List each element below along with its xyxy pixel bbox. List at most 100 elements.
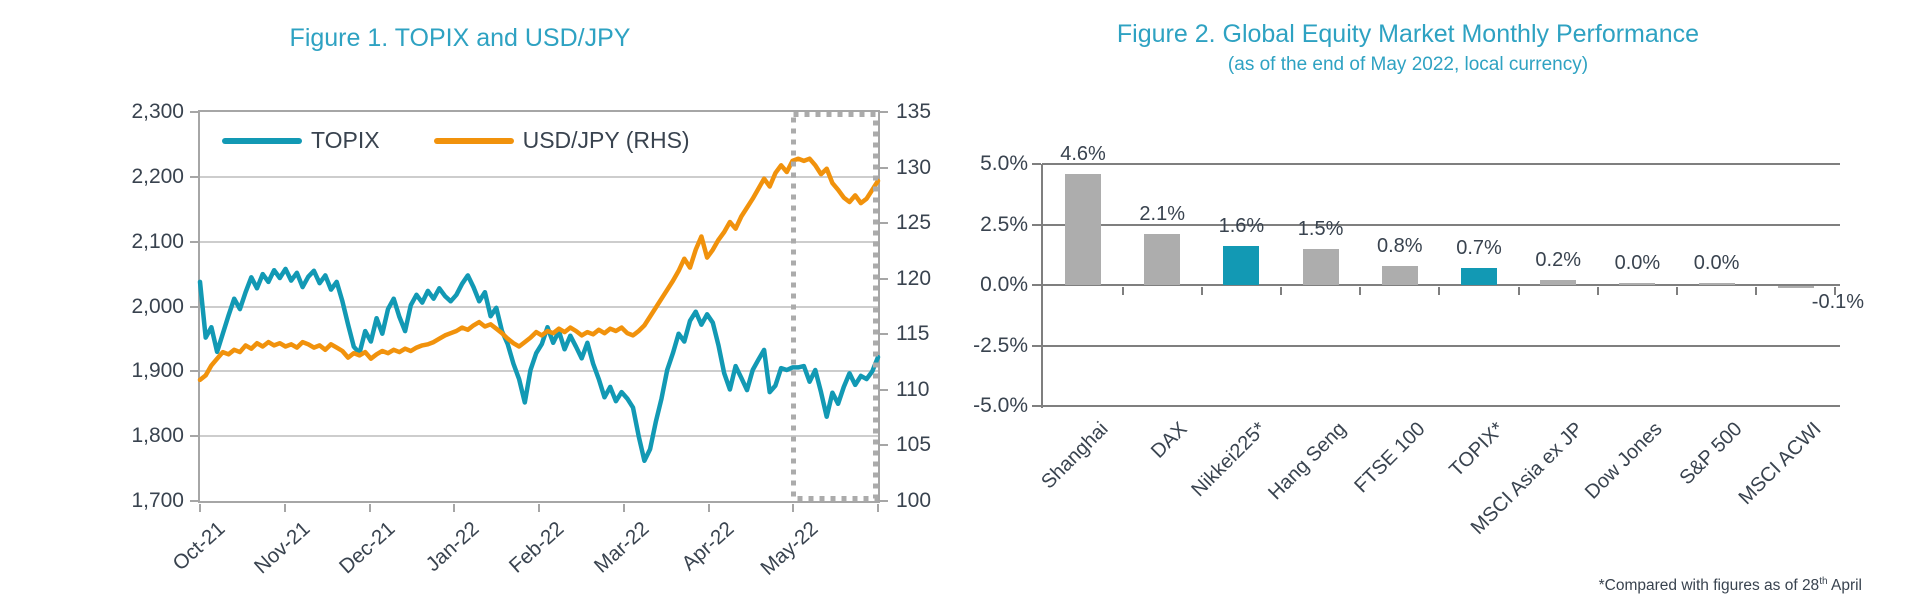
fig1-plot-area — [197, 112, 881, 501]
fig2-x-tick — [1676, 287, 1678, 295]
category-label-s-p-500: S&P 500 — [1675, 418, 1747, 490]
fig1-bottom-tick — [283, 504, 286, 512]
fig1-left-tick — [190, 111, 198, 113]
fig2-y-tick — [1032, 284, 1041, 286]
fig1-bottom-tick — [538, 504, 540, 512]
fig1-bottom-tick — [368, 504, 371, 512]
fig2-y-axis-label: -5.0% — [973, 394, 1028, 417]
legend-item-usdjpy: USD/JPY (RHS) — [433, 127, 690, 154]
category-label-msci-acwi: MSCI ACWI — [1734, 418, 1826, 509]
fig1-gridline — [200, 435, 878, 438]
fig1-gridline — [200, 175, 878, 178]
legend-item-topix: TOPIX — [222, 127, 380, 154]
fig1-right-tick — [880, 222, 888, 225]
bar-value-label: 4.6% — [1060, 142, 1106, 165]
fig1-bottom-tick — [792, 504, 795, 512]
bar-ftse-100 — [1381, 265, 1418, 285]
category-label-msci-asia-ex-jp: MSCI Asia ex JP — [1466, 418, 1588, 539]
fig1-plot-border — [198, 110, 880, 503]
bar-nikkei225 — [1223, 246, 1260, 285]
fig1-right-axis-label: 135 — [896, 100, 932, 123]
figure2-subtitle: (as of the end of May 2022, local curren… — [1227, 54, 1589, 75]
fig2-y-tick — [1032, 405, 1041, 407]
fig1-left-tick — [190, 435, 198, 438]
fig1-gridline — [200, 240, 878, 243]
fig1-left-tick — [190, 500, 198, 502]
fig1-right-axis-label: 125 — [896, 211, 932, 235]
fig1-right-tick — [880, 166, 888, 169]
bar-value-label: 1.6% — [1218, 215, 1265, 238]
topix-legend-label: TOPIX — [311, 127, 380, 153]
topix-line-swatch — [222, 137, 302, 144]
category-label-dax: DAX — [1147, 418, 1192, 463]
bar-value-label: 0.0% — [1693, 252, 1740, 274]
fig1-gridline — [200, 370, 878, 373]
figure2-title: Figure 2. Global Equity Market Monthly P… — [1116, 20, 1700, 48]
may-highlight-box — [791, 112, 878, 501]
footnote-suffix: April — [1827, 577, 1862, 595]
fig1-bottom-tick — [707, 504, 710, 512]
bar-value-label: 0.7% — [1456, 237, 1502, 260]
fig2-x-tick — [1121, 287, 1124, 295]
fig1-left-axis-label: 1,800 — [131, 424, 184, 448]
figure1-legend: TOPIX USD/JPY (RHS) — [222, 127, 690, 154]
category-label-ftse-100: FTSE 100 — [1350, 418, 1430, 498]
category-label-hang-seng: Hang Seng — [1263, 418, 1351, 505]
bar-value-label: 0.0% — [1614, 252, 1661, 274]
footnote-prefix: *Compared with figures as of 28 — [1598, 577, 1820, 595]
fig2-x-tick — [1596, 287, 1599, 295]
fig1-right-axis-label: 115 — [896, 322, 930, 346]
fig2-gridline — [1042, 163, 1840, 165]
bar-msci-asia-ex-jp — [1540, 280, 1577, 285]
category-label-dow-jones: Dow Jones — [1581, 418, 1667, 504]
fig1-left-tick — [190, 370, 198, 373]
bar-msci-acwi — [1777, 286, 1814, 289]
fig1-left-axis-label: 1,900 — [131, 359, 184, 383]
bar-value-label: -0.1% — [1811, 291, 1865, 313]
fig1-right-tick — [880, 388, 888, 391]
fig1-bottom-tick — [199, 504, 201, 512]
bar-value-label: 1.5% — [1297, 217, 1344, 240]
figure2-footnote: *Compared with figures as of 28th April — [1599, 576, 1862, 595]
bar-value-label: 2.1% — [1139, 203, 1185, 226]
fig1-right-axis-label: 120 — [896, 266, 932, 290]
fig1-left-axis-label: 2,300 — [131, 100, 184, 123]
category-label-nikkei225: Nikkei225* — [1187, 418, 1271, 502]
fig1-left-axis-label: 2,000 — [131, 294, 184, 318]
topix-line — [197, 266, 881, 464]
fig2-y-axis-label: 2.5% — [980, 212, 1028, 236]
usdjpy-line-swatch — [433, 137, 514, 144]
footnote-superscript: th — [1819, 576, 1828, 587]
fig1-left-axis-label: 1,700 — [131, 489, 184, 512]
bar-shanghai — [1065, 173, 1101, 285]
category-label-shanghai: Shanghai — [1037, 418, 1113, 494]
bar-dax — [1144, 234, 1181, 285]
fig1-right-axis-label: 105 — [896, 433, 932, 457]
fig2-gridline — [1042, 405, 1840, 407]
fig1-right-axis-label: 100 — [896, 489, 932, 512]
fig2-x-tick — [1755, 287, 1758, 295]
fig1-right-tick — [880, 444, 888, 447]
fig1-left-tick — [190, 240, 198, 243]
fig2-x-tick — [1200, 287, 1203, 295]
usdjpy-legend-label: USD/JPY (RHS) — [522, 127, 690, 153]
fig1-right-tick — [880, 111, 888, 113]
fig2-y-axis-label: -2.5% — [973, 333, 1028, 357]
fig1-right-axis-label: 110 — [896, 377, 930, 401]
fig2-y-tick — [1032, 223, 1041, 226]
fig2-x-tick — [1438, 287, 1441, 295]
fig1-right-axis-label: 130 — [896, 155, 932, 179]
fig1-left-tick — [190, 175, 198, 178]
usd-jpy-rhs-line — [197, 156, 881, 383]
bar-dow-jones — [1619, 283, 1656, 285]
fig1-right-tick — [880, 500, 888, 502]
fig2-x-tick — [1834, 287, 1837, 295]
fig1-left-axis-label: 2,200 — [131, 164, 184, 188]
fig1-bottom-tick — [622, 504, 625, 512]
bar-topix — [1461, 268, 1497, 285]
fig2-y-tick — [1032, 163, 1041, 165]
fig2-y-axis-label: 5.0% — [980, 152, 1028, 175]
fig2-y-axis-label: 0.0% — [980, 273, 1028, 296]
fig2-x-tick — [1517, 287, 1520, 295]
